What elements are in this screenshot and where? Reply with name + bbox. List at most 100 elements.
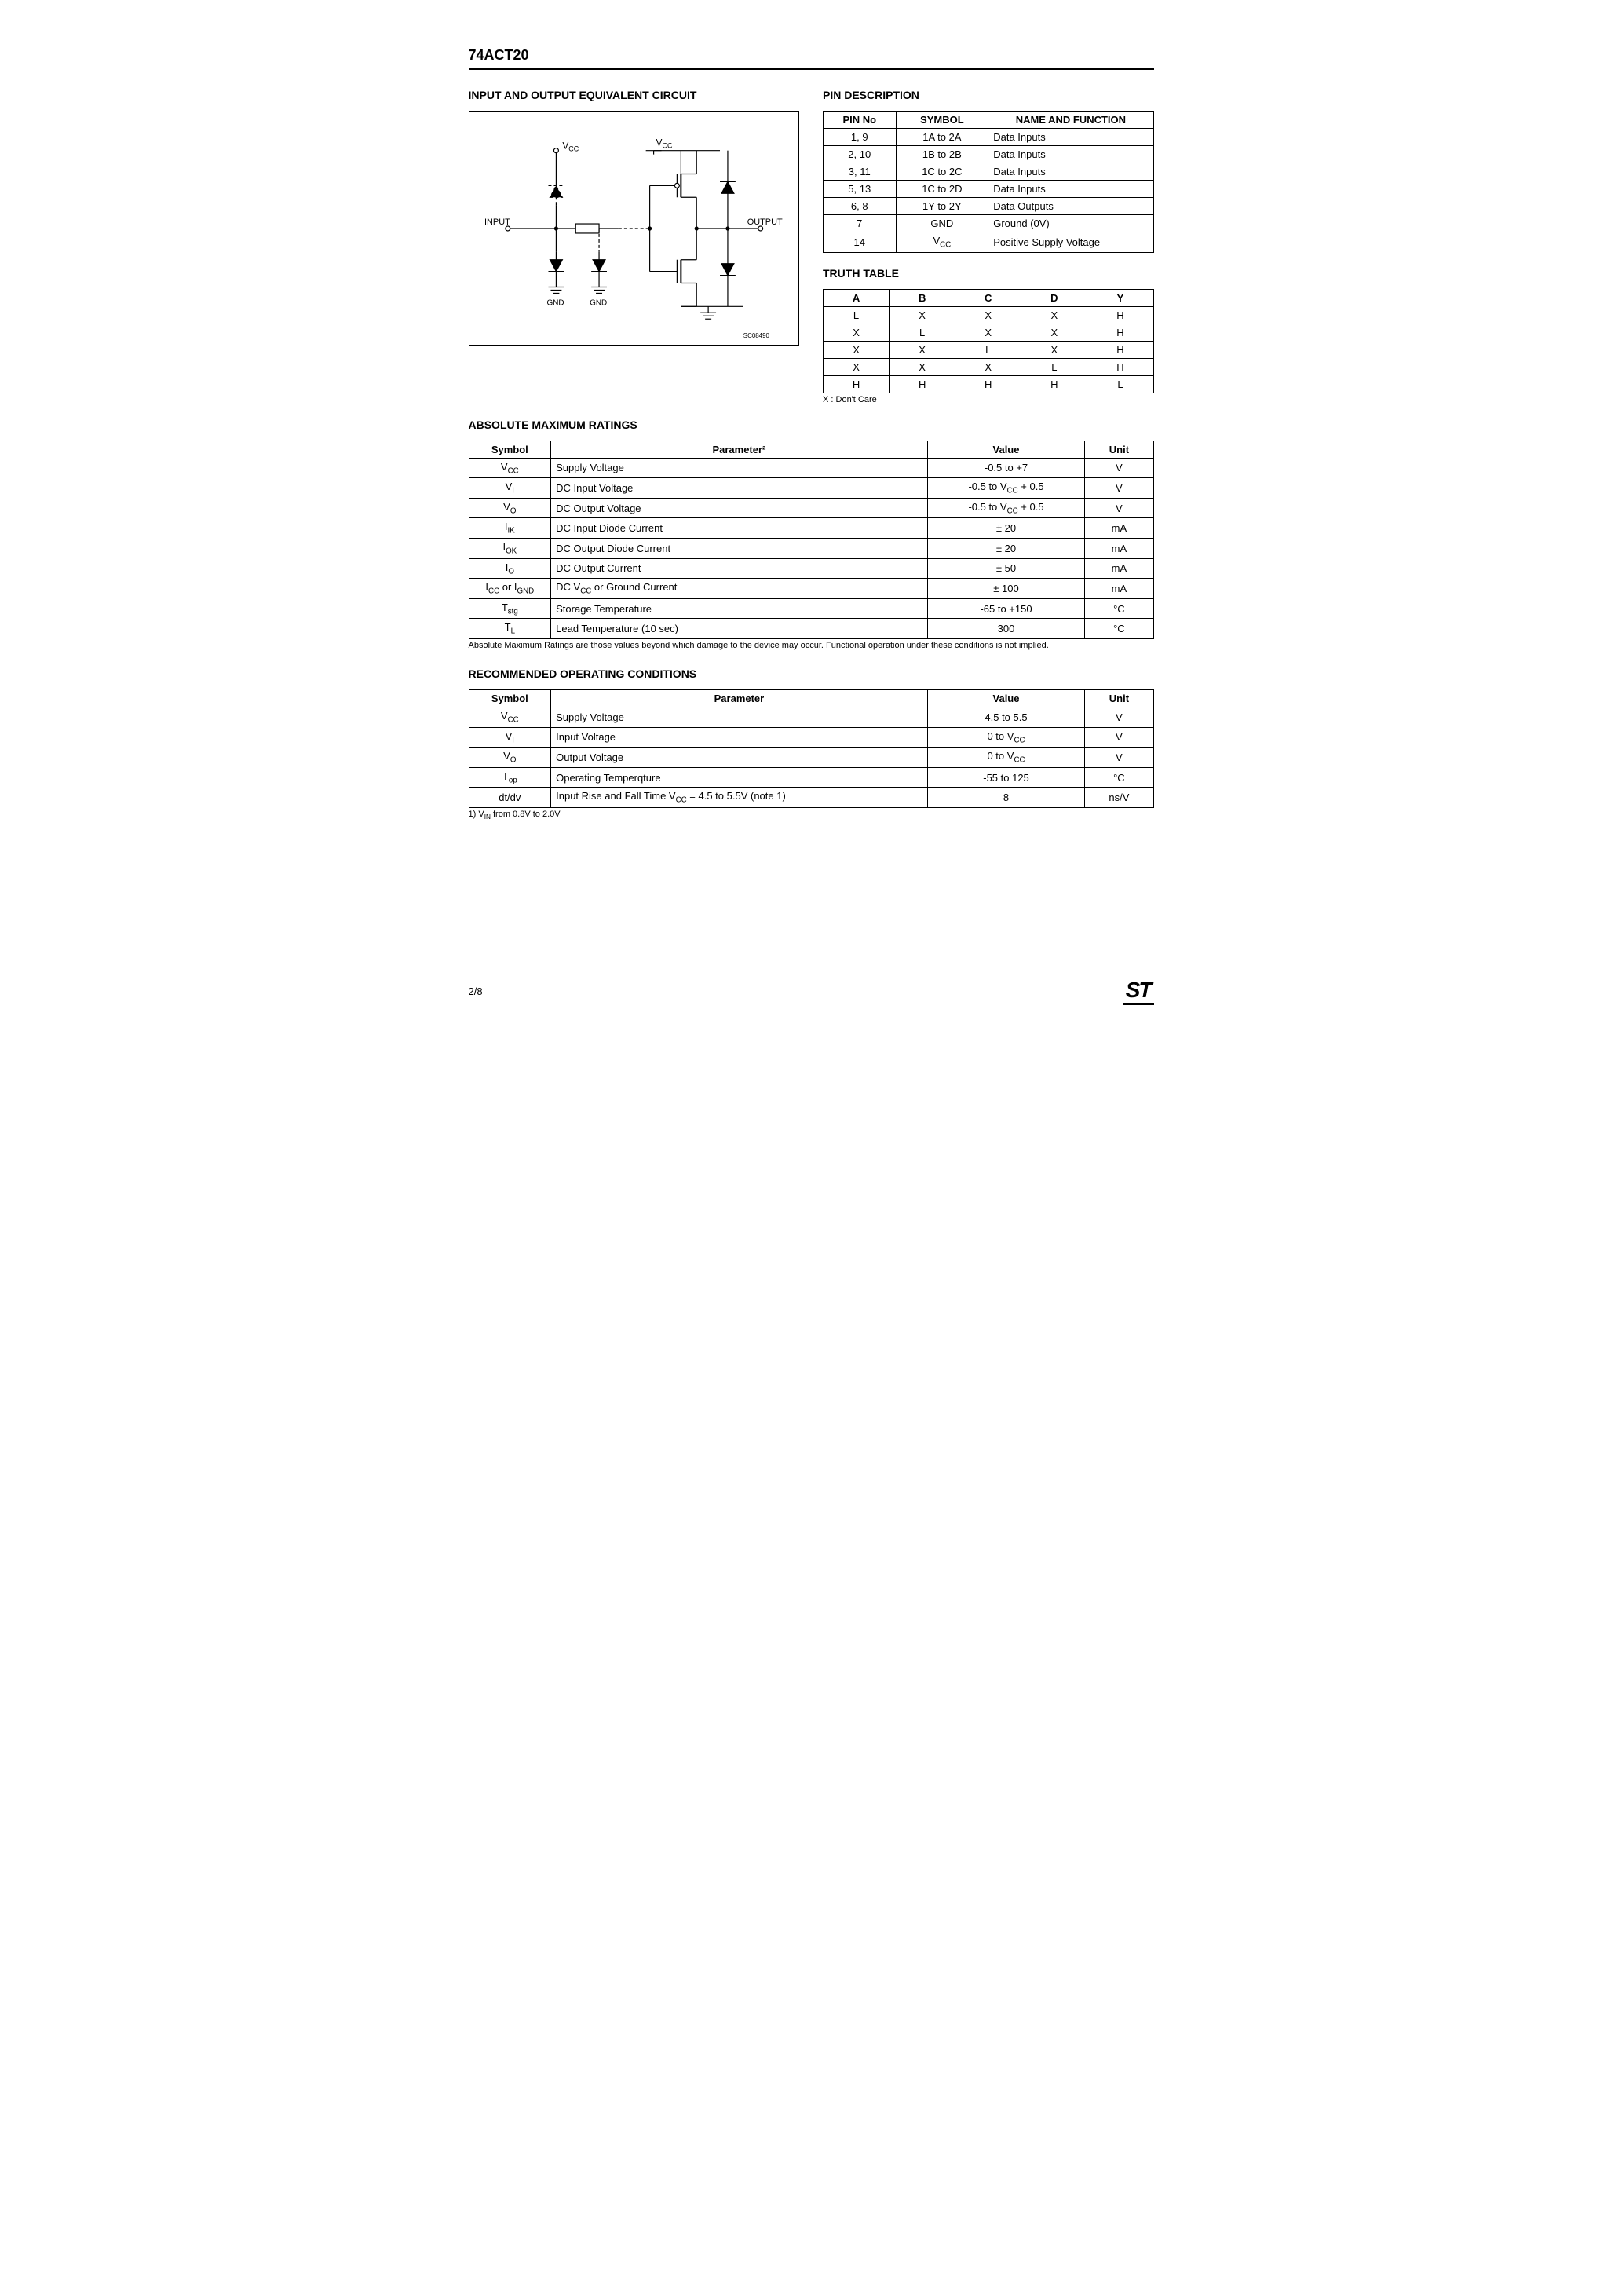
table-row: VOOutput Voltage0 to VCCV: [469, 748, 1153, 768]
cell: X: [824, 358, 890, 375]
cell: X: [890, 358, 955, 375]
cell: 4.5 to 5.5: [927, 707, 1085, 727]
cell: V: [1085, 748, 1153, 768]
circuit-gnd1-label: GND: [546, 298, 564, 307]
table-row: 14VCCPositive Supply Voltage: [824, 232, 1154, 253]
cell: 1A to 2A: [896, 129, 988, 146]
cell: 0 to VCC: [927, 748, 1085, 768]
cell: H: [955, 375, 1021, 393]
cell: VO: [469, 748, 551, 768]
cell: X: [955, 358, 1021, 375]
cell: 1B to 2B: [896, 146, 988, 163]
cell: VCC: [469, 458, 551, 478]
circuit-title: INPUT AND OUTPUT EQUIVALENT CIRCUIT: [469, 89, 800, 101]
col-header: PIN No: [824, 112, 897, 129]
col-header: D: [1021, 289, 1087, 306]
table-row: LXXXH: [824, 306, 1154, 324]
cell: Data Outputs: [988, 198, 1153, 215]
cell: 6, 8: [824, 198, 897, 215]
table-row: VCCSupply Voltage4.5 to 5.5V: [469, 707, 1153, 727]
cell: X: [890, 306, 955, 324]
circuit-input-label: INPUT: [484, 218, 510, 227]
cell: mA: [1085, 538, 1153, 558]
circuit-code-label: SC08490: [743, 332, 769, 339]
cell: mA: [1085, 579, 1153, 599]
cell: Supply Voltage: [551, 707, 928, 727]
table-row: XLXXH: [824, 324, 1154, 341]
cell: -0.5 to VCC + 0.5: [927, 498, 1085, 518]
cell: V: [1085, 478, 1153, 499]
right-column: PIN DESCRIPTION PIN NoSYMBOLNAME AND FUN…: [823, 89, 1154, 404]
cell: X: [824, 324, 890, 341]
cell: L: [890, 324, 955, 341]
table-row: dt/dvInput Rise and Fall Time VCC = 4.5 …: [469, 788, 1153, 808]
cell: VI: [469, 478, 551, 499]
table-row: HHHHL: [824, 375, 1154, 393]
cell: Positive Supply Voltage: [988, 232, 1153, 253]
cell: VCC: [469, 707, 551, 727]
table-row: IODC Output Current± 50mA: [469, 558, 1153, 579]
cell: °C: [1085, 598, 1153, 619]
col-header: Parameter²: [551, 441, 928, 458]
amr-table: SymbolParameter²ValueUnit VCCSupply Volt…: [469, 441, 1154, 639]
pin-desc-title: PIN DESCRIPTION: [823, 89, 1154, 101]
cell: Data Inputs: [988, 129, 1153, 146]
cell: DC Output Diode Current: [551, 538, 928, 558]
cell: H: [1087, 324, 1153, 341]
cell: -55 to 125: [927, 767, 1085, 788]
cell: DC Input Voltage: [551, 478, 928, 499]
cell: H: [1087, 306, 1153, 324]
cell: H: [1087, 341, 1153, 358]
cell: 8: [927, 788, 1085, 808]
cell: Storage Temperature: [551, 598, 928, 619]
cell: ± 100: [927, 579, 1085, 599]
cell: Input Rise and Fall Time VCC = 4.5 to 5.…: [551, 788, 928, 808]
page-footer: 2/8 ST: [469, 978, 1154, 1005]
circuit-svg: VCC VCC INPUT OUTPUT GND GND SC08490: [469, 112, 799, 345]
cell: L: [824, 306, 890, 324]
cell: X: [1021, 341, 1087, 358]
cell: DC Output Voltage: [551, 498, 928, 518]
cell: ns/V: [1085, 788, 1153, 808]
table-row: VODC Output Voltage-0.5 to VCC + 0.5V: [469, 498, 1153, 518]
table-row: TstgStorage Temperature-65 to +150°C: [469, 598, 1153, 619]
roc-section: RECOMMENDED OPERATING CONDITIONS SymbolP…: [469, 667, 1154, 821]
roc-title: RECOMMENDED OPERATING CONDITIONS: [469, 667, 1154, 680]
cell: Top: [469, 767, 551, 788]
col-header: Unit: [1085, 689, 1153, 707]
cell: -0.5 to +7: [927, 458, 1085, 478]
roc-note: 1) VIN from 0.8V to 2.0V: [469, 810, 1154, 821]
cell: X: [890, 341, 955, 358]
cell: 1C to 2C: [896, 163, 988, 181]
cell: X: [1021, 324, 1087, 341]
table-row: IOKDC Output Diode Current± 20mA: [469, 538, 1153, 558]
cell: Output Voltage: [551, 748, 928, 768]
cell: IOK: [469, 538, 551, 558]
cell: VO: [469, 498, 551, 518]
cell: Input Voltage: [551, 727, 928, 748]
col-header: Symbol: [469, 441, 551, 458]
cell: IO: [469, 558, 551, 579]
cell: H: [1087, 358, 1153, 375]
cell: Tstg: [469, 598, 551, 619]
amr-note: Absolute Maximum Ratings are those value…: [469, 641, 1154, 650]
cell: L: [1087, 375, 1153, 393]
cell: ± 20: [927, 538, 1085, 558]
circuit-column: INPUT AND OUTPUT EQUIVALENT CIRCUIT: [469, 89, 800, 404]
table-row: 2, 101B to 2BData Inputs: [824, 146, 1154, 163]
cell: mA: [1085, 558, 1153, 579]
table-row: VCCSupply Voltage-0.5 to +7V: [469, 458, 1153, 478]
cell: mA: [1085, 518, 1153, 539]
cell: V: [1085, 707, 1153, 727]
cell: 14: [824, 232, 897, 253]
col-header: Parameter: [551, 689, 928, 707]
part-number-header: 74ACT20: [469, 47, 1154, 70]
cell: X: [955, 306, 1021, 324]
amr-section: ABSOLUTE MAXIMUM RATINGS SymbolParameter…: [469, 419, 1154, 650]
cell: ICC or IGND: [469, 579, 551, 599]
cell: X: [955, 324, 1021, 341]
cell: Ground (0V): [988, 215, 1153, 232]
cell: H: [824, 375, 890, 393]
top-two-column: INPUT AND OUTPUT EQUIVALENT CIRCUIT: [469, 89, 1154, 404]
truth-table: ABCDY LXXXHXLXXHXXLXHXXXLHHHHHL: [823, 289, 1154, 393]
